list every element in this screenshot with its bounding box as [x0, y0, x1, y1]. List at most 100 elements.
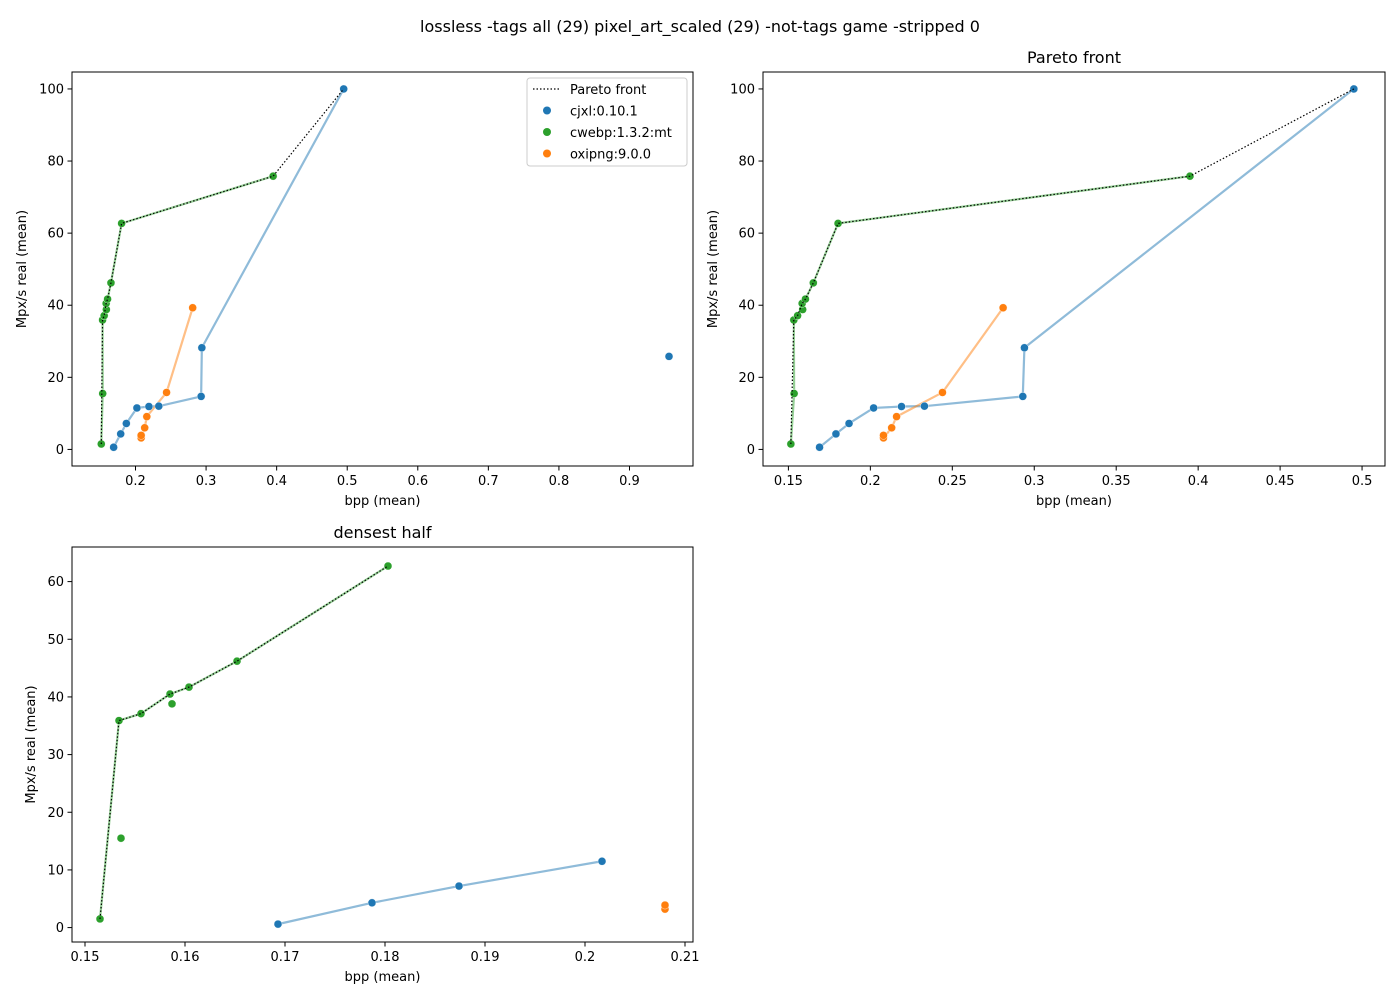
y-tick-label: 60 [47, 227, 64, 242]
data-point-cjxl:0.10.1 [831, 429, 841, 439]
data-point-cjxl:0.10.1 [196, 392, 206, 401]
data-point-cjxl:0.10.1 [367, 898, 377, 907]
chart-panel-3: densest half 0.15 0.16 0.17 0.18 0.19 0.2 0.21 0… [24, 523, 699, 985]
data-point-cjxl:0.10.1 [144, 402, 154, 411]
series-line-cjxl:0.10.1 [277, 860, 603, 926]
data-point-oxipng:9.0.0 [938, 388, 947, 397]
chart-title: densest half [333, 523, 431, 542]
y-tick-label: 50 [47, 633, 64, 648]
x-tick-label: 0.2 [125, 474, 146, 489]
data-point-cjxl:0.10.1 [197, 343, 207, 352]
x-axis-label: bpp (mean) [345, 494, 421, 509]
data-point-cwebp:1.3.2:mt [809, 278, 818, 288]
y-tick-label: 20 [47, 371, 64, 386]
x-tick-label: 0.35 [1102, 474, 1131, 489]
y-tick-label: 20 [738, 371, 755, 386]
y-tick-label: 80 [738, 155, 755, 170]
data-point-cjxl:0.10.1 [920, 401, 929, 411]
legend-swatch-marker [543, 106, 551, 115]
legend-label: Pareto front [570, 83, 646, 98]
data-point-cwebp:1.3.2:mt [789, 389, 799, 398]
data-point-oxipng:9.0.0 [887, 423, 896, 432]
y-tick-label: 0 [56, 921, 64, 936]
x-tick-label: 0.15 [71, 950, 100, 965]
x-tick-label: 0.4 [266, 474, 287, 489]
y-tick-label: 100 [39, 82, 64, 97]
legend-swatch-marker [543, 128, 551, 136]
x-axis-label: bpp (mean) [345, 970, 421, 985]
y-tick-label: 10 [47, 863, 64, 878]
plot-area [95, 561, 670, 929]
x-tick-label: 0.17 [271, 950, 300, 965]
data-point-oxipng:9.0.0 [998, 303, 1008, 312]
y-tick-label: 100 [730, 82, 755, 97]
x-tick-label: 0.7 [478, 474, 499, 489]
x-tick-label: 0.5 [337, 474, 358, 489]
data-point-cjxl:0.10.1 [869, 403, 878, 413]
x-tick-label: 0.15 [774, 474, 803, 489]
data-point-cjxl:0.10.1 [116, 429, 125, 439]
y-tick-label: 80 [47, 155, 64, 170]
data-point-oxipng:9.0.0 [162, 388, 171, 397]
axes-frame [762, 71, 1386, 467]
y-tick-label: 0 [56, 443, 64, 458]
x-tick-label: 0.9 [619, 474, 640, 489]
legend-label: cwebp:1.3.2:mt [570, 126, 672, 141]
figure-suptitle: lossless -tags all (29) pixel_art_scaled… [420, 17, 980, 36]
x-tick-label: 0.25 [938, 474, 967, 489]
legend-label: oxipng:9.0.0 [570, 148, 651, 163]
x-tick-label: 0.8 [549, 474, 570, 489]
y-axis-label: Mpx/s real (mean) [24, 685, 39, 803]
x-tick-label: 0.19 [471, 950, 500, 965]
data-point-cwebp:1.3.2:mt [833, 219, 843, 228]
x-tick-label: 0.16 [171, 950, 200, 965]
data-point-oxipng:9.0.0 [879, 431, 888, 440]
data-point-cwebp:1.3.2:mt [117, 219, 126, 228]
x-axis-label: bpp (mean) [1036, 494, 1112, 509]
data-point-cjxl:0.10.1 [122, 419, 131, 428]
data-point-cjxl:0.10.1 [664, 352, 674, 361]
data-point-cjxl:0.10.1 [132, 403, 142, 413]
data-point-cjxl:0.10.1 [844, 419, 854, 428]
x-tick-label: 0.4 [1188, 474, 1209, 489]
pareto-front-line [99, 565, 389, 919]
data-point-oxipng:9.0.0 [142, 412, 152, 421]
data-point-oxipng:9.0.0 [892, 412, 901, 421]
data-point-cjxl:0.10.1 [597, 857, 607, 866]
y-tick-label: 0 [747, 443, 755, 458]
data-point-cwebp:1.3.2:mt [114, 716, 124, 725]
y-tick-label: 40 [47, 690, 64, 705]
data-point-cwebp:1.3.2:mt [98, 389, 107, 398]
data-point-cjxl:0.10.1 [339, 84, 348, 94]
data-point-cjxl:0.10.1 [1018, 392, 1027, 401]
series-line-cwebp:1.3.2:mt [100, 175, 274, 445]
x-tick-label: 0.6 [407, 474, 428, 489]
legend-swatch-marker [543, 149, 551, 158]
data-point-cwebp:1.3.2:mt [103, 294, 112, 304]
data-point-cwebp:1.3.2:mt [383, 561, 393, 571]
data-point-cwebp:1.3.2:mt [165, 689, 175, 699]
data-point-cjxl:0.10.1 [1020, 343, 1029, 352]
y-tick-label: 40 [738, 299, 755, 314]
series-line-cwebp:1.3.2:mt [98, 565, 389, 920]
y-axis-label: Mpx/s real (mean) [15, 210, 30, 328]
series-line-oxipng:9.0.0 [882, 307, 1005, 439]
pareto-front-line [790, 88, 1355, 445]
data-point-cjxl:0.10.1 [454, 881, 464, 891]
data-point-oxipng:9.0.0 [660, 900, 670, 910]
x-tick-label: 0.21 [671, 950, 700, 965]
y-axis-label: Mpx/s real (mean) [706, 210, 721, 328]
x-tick-label: 0.5 [1352, 474, 1373, 489]
legend-label: cjxl:0.10.1 [570, 105, 638, 120]
chart-panel-1: 0.2 0.3 0.4 0.5 0.6 0.7 0.8 0.9 0 20 40 60 80 100 bpp … [15, 71, 694, 509]
data-point-oxipng:9.0.0 [140, 423, 149, 432]
axes-frame [71, 546, 694, 943]
data-point-cwebp:1.3.2:mt [268, 171, 278, 181]
chart-title: Pareto front [1027, 48, 1121, 67]
data-point-cwebp:1.3.2:mt [167, 699, 177, 709]
data-point-cjxl:0.10.1 [897, 402, 906, 411]
x-tick-label: 0.2 [860, 474, 881, 489]
data-point-cjxl:0.10.1 [109, 443, 118, 452]
chart-panel-2: Pareto front 0.15 0.2 0.25 0.3 0.35 0.4 0.45 0.5… [706, 48, 1386, 509]
